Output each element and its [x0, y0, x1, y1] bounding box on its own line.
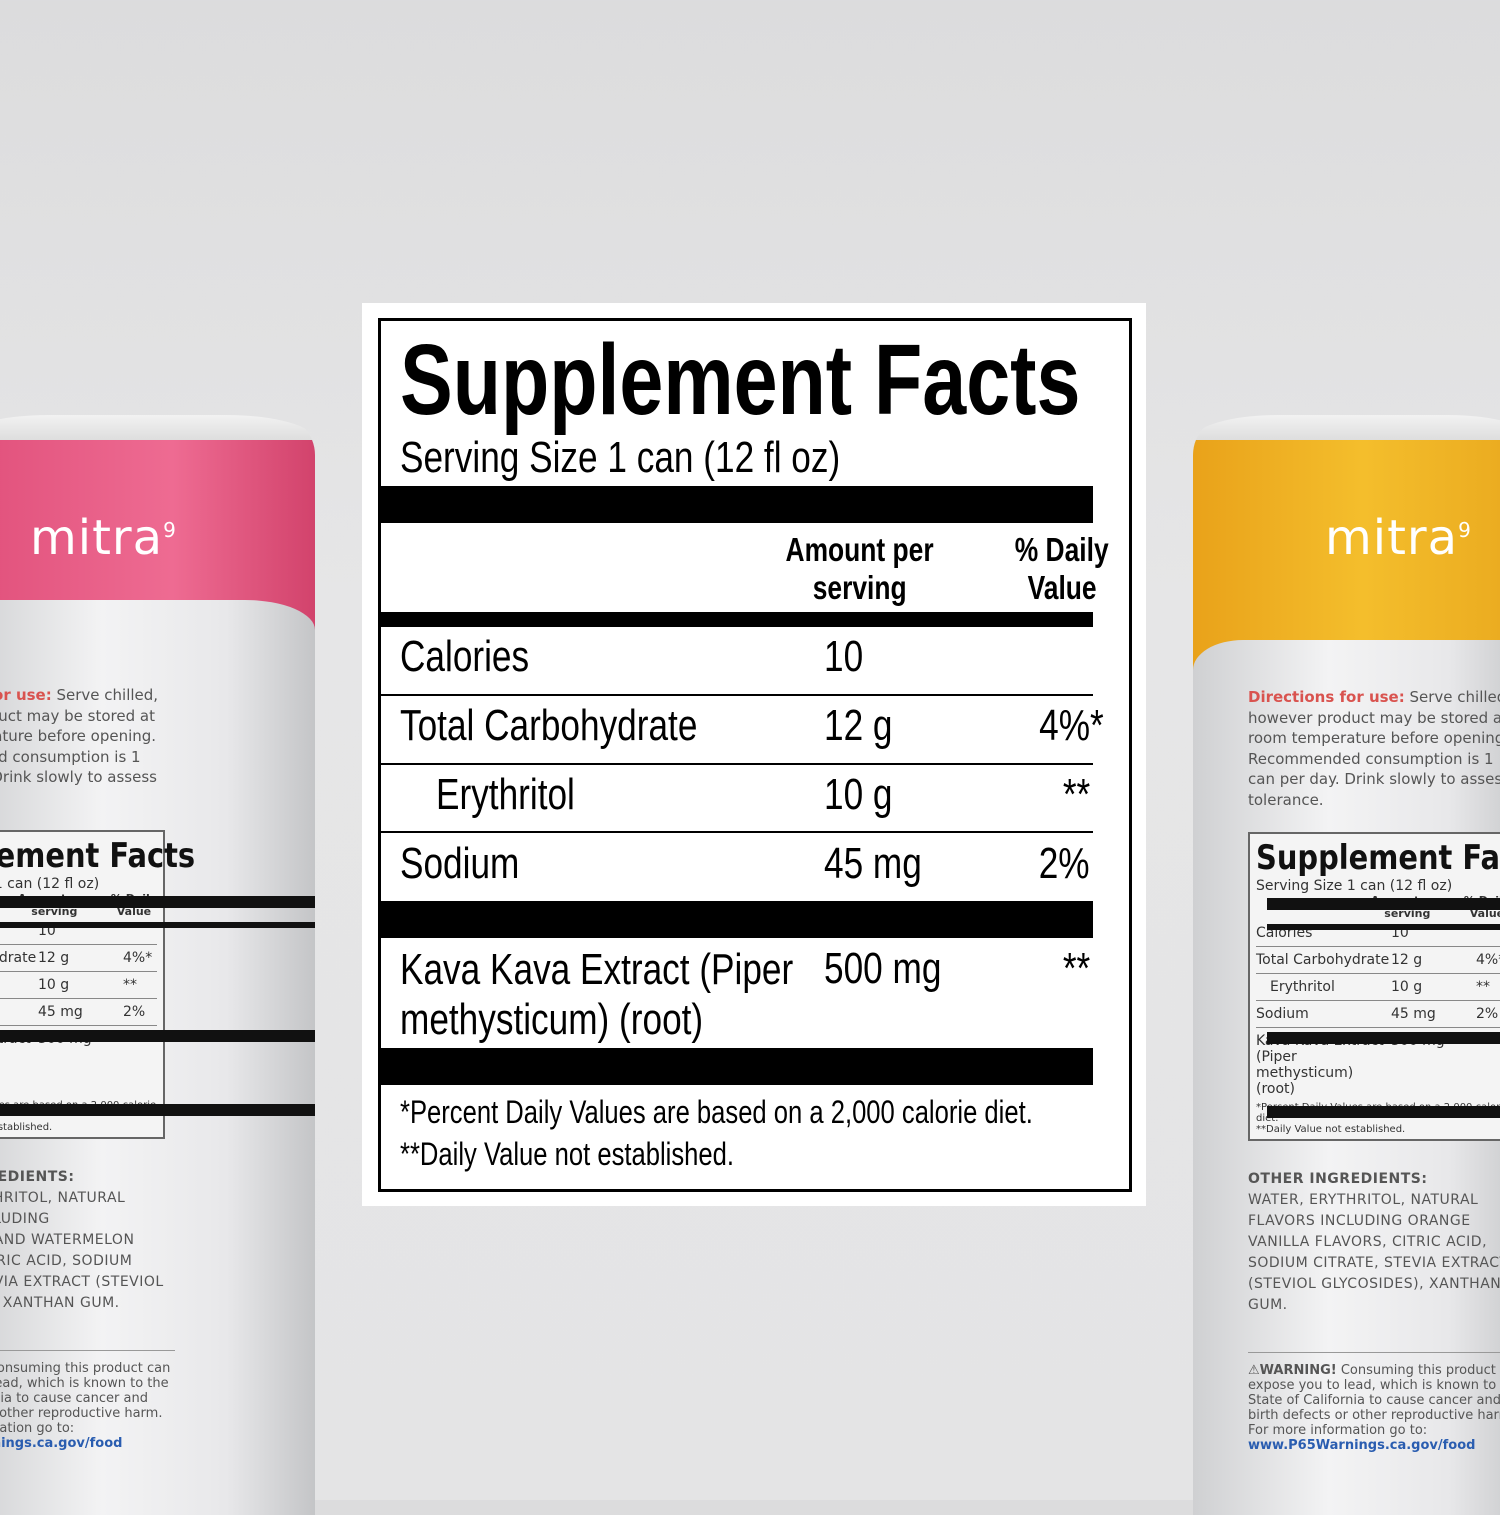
nutrient-daily-value: **	[1062, 770, 1090, 819]
mini-divider	[1267, 1032, 1500, 1044]
medium-divider	[381, 612, 1093, 627]
mini-serving-size: Serving Size 1 can (12 fl oz)	[0, 876, 100, 892]
nutrient-amount: 10	[824, 632, 864, 681]
mini-title: Supplement Facts	[1256, 838, 1500, 878]
thick-divider	[381, 901, 1093, 938]
mini-serving-size: Serving Size 1 can (12 fl oz)	[1256, 878, 1453, 894]
mini-divider	[0, 922, 315, 928]
brand-logo: mitra9	[30, 510, 177, 566]
nutrient-name: Sodium	[400, 839, 520, 888]
other-ingredients: OTHER INGREDIENTS:WATER, ERYTHRITOL, NAT…	[0, 1169, 164, 1311]
other-ingredients: OTHER INGREDIENTS:WATER, ERYTHRITOL, NAT…	[1248, 1171, 1500, 1313]
mini-divider	[0, 896, 315, 908]
footnote-daily-values: *Percent Daily Values are based on a 2,0…	[400, 1094, 1033, 1130]
mini-divider	[1267, 898, 1500, 910]
mini-divider	[0, 1030, 315, 1042]
warning-icon: ⚠	[1248, 1363, 1260, 1378]
mini-divider	[0, 1104, 315, 1116]
p65-link[interactable]: www.P65Warnings.ca.gov/food	[0, 1436, 123, 1451]
nutrient-daily-value: 2%	[1039, 839, 1090, 888]
can-label-text: Directions for use: Serve chilled, howev…	[0, 685, 315, 1451]
footnotes: *Percent Daily Values are based on a 2,0…	[400, 1091, 1191, 1175]
footnote-not-established: **Daily Value not established.	[400, 1136, 734, 1172]
supplement-facts-panel: Supplement Facts Serving Size 1 can (12 …	[362, 303, 1146, 1206]
ingredient-daily-value: **	[1062, 944, 1090, 993]
mini-footnote: **Daily Value not established.	[1256, 1124, 1406, 1135]
serving-size: Serving Size 1 can (12 fl oz)	[400, 433, 841, 482]
ingredient-name: Kava Kava Extract (Piper methysticum) (r…	[400, 945, 794, 1044]
mini-footnote: **Daily Value not established.	[0, 1122, 53, 1133]
directions-text: Directions for use: Serve chilled, howev…	[0, 686, 159, 786]
product-can-strawberry: mitra9 Directions for use: Serve chilled…	[0, 415, 315, 1515]
mini-divider	[1267, 924, 1500, 930]
mini-title: Supplement Facts	[0, 836, 196, 876]
header-amount-per-serving: Amount per serving	[785, 531, 935, 606]
nutrient-daily-value: 4%*	[1039, 701, 1104, 750]
mini-divider	[1267, 1106, 1500, 1118]
ingredient-amount: 500 mg	[824, 944, 942, 993]
product-can-orange: mitra9 Directions for use: Serve chilled…	[1193, 415, 1500, 1515]
nutrient-name: Calories	[400, 632, 530, 681]
header-daily-value: % Daily Value	[1015, 531, 1109, 606]
prop65-warning: ⚠WARNING! Consuming this product can exp…	[1248, 1352, 1500, 1453]
can-label-text: Directions for use: Serve chilled, howev…	[1248, 687, 1500, 1453]
nutrient-name: Erythritol	[436, 770, 575, 819]
row-divider	[381, 763, 1093, 765]
thick-divider	[381, 486, 1093, 523]
thick-divider	[381, 1048, 1093, 1085]
nutrient-name: Total Carbohydrate	[400, 701, 698, 750]
prop65-warning: ⚠WARNING! Consuming this product can exp…	[0, 1350, 175, 1451]
nutrient-amount: 45 mg	[824, 839, 922, 888]
directions-text: Directions for use: Serve chilled, howev…	[1248, 688, 1500, 809]
nutrient-amount: 12 g	[824, 701, 893, 750]
p65-link[interactable]: www.P65Warnings.ca.gov/food	[1248, 1438, 1476, 1453]
brand-logo: mitra9	[1325, 510, 1472, 566]
row-divider	[381, 831, 1093, 833]
row-divider	[381, 694, 1093, 696]
supplement-facts-box	[378, 318, 1132, 1192]
nutrient-amount: 10 g	[824, 770, 893, 819]
label-title: Supplement Facts	[400, 324, 1081, 436]
